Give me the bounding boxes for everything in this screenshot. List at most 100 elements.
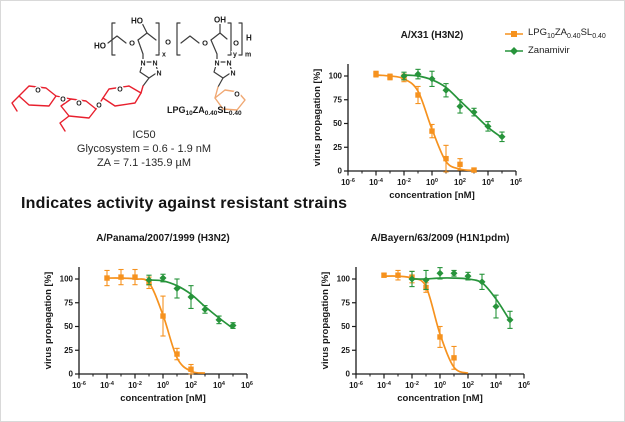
data-point-diamond bbox=[428, 75, 436, 83]
y-tick-label: 0 bbox=[338, 167, 343, 176]
chart-bayern: A/Bayern/63/2009 (H1N1pdm) 0 25 50 75 100 10-6… bbox=[320, 229, 532, 411]
legend-label: LPG10ZA0.40SL0.40 bbox=[528, 27, 606, 40]
data-point-square bbox=[443, 155, 449, 162]
x-tick-label: 10-6 bbox=[72, 381, 86, 390]
x-axis-label: concentration [nM] bbox=[397, 393, 483, 404]
sialyllactose-sugar bbox=[11, 85, 144, 132]
x-tick-label: 102 bbox=[462, 381, 474, 390]
x-tick-label: 100 bbox=[434, 381, 446, 390]
data-point-square bbox=[104, 275, 110, 281]
y-tick-label: 0 bbox=[69, 370, 74, 379]
data-point-square bbox=[415, 92, 421, 98]
data-point-diamond bbox=[506, 316, 514, 324]
atom-label-o_chain2: O bbox=[202, 39, 208, 48]
data-point-diamond bbox=[215, 316, 223, 324]
y-tick-label: 50 bbox=[64, 322, 73, 331]
y-tick-label: 0 bbox=[346, 370, 351, 379]
y-axis-label: virus propagation [%] bbox=[43, 272, 54, 370]
y-tick-label: 25 bbox=[64, 346, 73, 355]
chart-svg-panama: A/Panama/2007/1999 (H3N2) 0 25 50 75 100 10-6 1… bbox=[43, 233, 253, 404]
data-point-square bbox=[373, 71, 379, 77]
data-point-square bbox=[429, 128, 435, 134]
data-point-diamond bbox=[478, 278, 486, 286]
atom-label-n1a: N bbox=[140, 61, 145, 68]
x-tick-label: 100 bbox=[157, 381, 169, 390]
data-point-diamond bbox=[470, 108, 478, 116]
data-point-square bbox=[118, 274, 124, 280]
fit-curve bbox=[106, 277, 206, 374]
y-tick-label: 25 bbox=[333, 143, 342, 152]
atom-label-ho_left: HO bbox=[94, 42, 106, 51]
atom-label-o_mid: O bbox=[165, 38, 171, 47]
chart-legend: LPG10ZA0.40SL0.40 Zanamivir bbox=[504, 25, 624, 59]
x-tick-label: 104 bbox=[482, 178, 495, 187]
atom-label-n2b: N bbox=[226, 61, 231, 68]
x-tick-label: 106 bbox=[241, 381, 253, 390]
data-point-diamond bbox=[436, 269, 444, 277]
fit-curve bbox=[411, 277, 511, 322]
data-point-diamond bbox=[422, 276, 430, 284]
fit-curve bbox=[375, 74, 475, 172]
x-tick-label: 106 bbox=[510, 178, 522, 187]
ic50-title: IC50 bbox=[132, 129, 156, 141]
data-point-square bbox=[457, 161, 463, 168]
square-marker-icon bbox=[505, 30, 523, 37]
chart-title: A/Panama/2007/1999 (H3N2) bbox=[96, 233, 229, 244]
pyranose-ring bbox=[214, 86, 246, 111]
data-point-square bbox=[437, 334, 443, 340]
chart-panama: A/Panama/2007/1999 (H3N2) 0 25 50 75 100 10-6 1… bbox=[43, 229, 255, 411]
data-point-diamond bbox=[187, 293, 195, 301]
data-point-diamond bbox=[492, 303, 500, 311]
atom-label-n1c: N bbox=[156, 71, 161, 78]
data-point-diamond bbox=[414, 70, 422, 78]
data-point-diamond bbox=[173, 285, 181, 292]
data-point-diamond bbox=[442, 86, 450, 94]
x-tick-label: 10-4 bbox=[377, 381, 392, 390]
legend-item: LPG10ZA0.40SL0.40 bbox=[504, 25, 624, 42]
chart-title: A/Bayern/63/2009 (H1N1pdm) bbox=[371, 233, 510, 244]
y-tick-label: 75 bbox=[333, 95, 342, 104]
x-tick-label: 10-4 bbox=[369, 178, 384, 187]
data-point-diamond bbox=[456, 102, 464, 110]
x-tick-label: 10-2 bbox=[397, 178, 411, 187]
resistant-strains-heading: Indicates activity against resistant str… bbox=[21, 195, 348, 212]
atom-label-o_sugar3: O bbox=[117, 87, 123, 94]
legend-item: Zanamivir bbox=[504, 42, 624, 59]
atom-label-o_link2: O bbox=[96, 103, 102, 110]
data-point-diamond bbox=[145, 276, 153, 284]
chart-svg-x31: A/X31 (H3N2) 0 25 50 75 100 10-6 10-4 10-2 100 102… bbox=[312, 30, 522, 201]
data-point-diamond bbox=[400, 72, 408, 80]
atom-label-oh_top: OH bbox=[214, 16, 226, 25]
x-tick-label: 10-2 bbox=[128, 381, 142, 390]
y-tick-label: 50 bbox=[333, 119, 342, 128]
data-point-diamond bbox=[229, 322, 237, 330]
y-tick-label: 100 bbox=[329, 72, 343, 81]
x-tick-label: 100 bbox=[426, 178, 438, 187]
data-point-square bbox=[395, 272, 401, 278]
data-point-square bbox=[471, 167, 477, 173]
x-tick-label: 102 bbox=[185, 381, 197, 390]
ic50-za-value: ZA = 7.1 -135.9 µM bbox=[96, 157, 192, 169]
legend-label: Zanamivir bbox=[528, 45, 570, 56]
y-tick-label: 100 bbox=[337, 275, 351, 284]
data-point-square bbox=[188, 366, 194, 372]
data-point-square bbox=[132, 274, 138, 280]
data-point-diamond bbox=[201, 305, 209, 313]
y-axis-label: virus propagation [%] bbox=[312, 69, 323, 167]
atom-label-sub_m: m bbox=[245, 52, 251, 59]
data-point-diamond bbox=[159, 274, 167, 282]
y-tick-label: 25 bbox=[341, 346, 350, 355]
chart-svg-bayern: A/Bayern/63/2009 (H1N1pdm) 0 25 50 75 100 10-6… bbox=[320, 233, 530, 404]
data-point-diamond bbox=[498, 133, 506, 141]
x-tick-label: 10-6 bbox=[349, 381, 363, 390]
y-axis-label: virus propagation [%] bbox=[320, 272, 331, 370]
atom-label-n2a: N bbox=[214, 61, 219, 68]
diamond-marker-icon bbox=[505, 46, 523, 55]
x-tick-label: 10-6 bbox=[341, 178, 355, 187]
x-tick-label: 10-4 bbox=[100, 381, 115, 390]
atom-label-n1b: N bbox=[152, 61, 157, 68]
x-tick-label: 10-2 bbox=[405, 381, 419, 390]
triazole-rings bbox=[139, 61, 233, 88]
